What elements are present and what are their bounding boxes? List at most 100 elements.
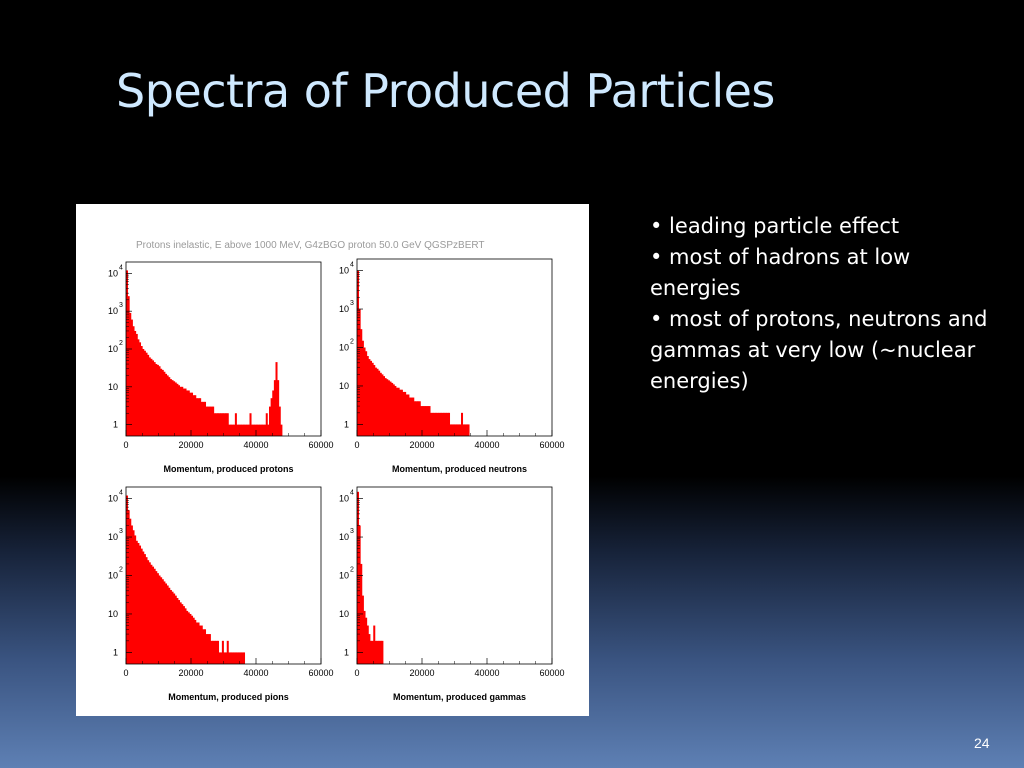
histogram-bar bbox=[252, 424, 255, 436]
y-tick-exponent: 2 bbox=[350, 339, 354, 346]
histogram-bar bbox=[241, 652, 244, 664]
x-tick-label: 0 bbox=[354, 668, 359, 678]
histogram-bar bbox=[179, 602, 182, 664]
y-tick-exponent: 3 bbox=[350, 300, 354, 307]
histogram-bar bbox=[451, 424, 454, 436]
histogram-bar bbox=[200, 625, 203, 664]
histogram-bar bbox=[208, 406, 211, 436]
histogram-bar bbox=[391, 382, 394, 436]
histogram-bar bbox=[230, 652, 233, 664]
histogram-bar bbox=[257, 424, 260, 436]
histogram-bar bbox=[223, 413, 226, 436]
histogram-bar bbox=[262, 424, 265, 436]
x-tick-label: 60000 bbox=[308, 668, 333, 678]
histogram-bar bbox=[436, 412, 439, 436]
histogram-bar bbox=[366, 356, 369, 436]
histogram-bar bbox=[135, 540, 138, 664]
histogram-bar bbox=[217, 413, 220, 436]
histogram-bar bbox=[228, 652, 231, 664]
histogram-bar bbox=[226, 413, 229, 436]
histogram-bar bbox=[433, 412, 436, 436]
x-tick-label: 40000 bbox=[243, 668, 268, 678]
histogram-bar bbox=[247, 424, 250, 436]
histogram-bar bbox=[166, 585, 169, 664]
y-tick-label: 10 bbox=[108, 571, 118, 581]
histogram-bar bbox=[425, 406, 428, 436]
histogram-bar bbox=[233, 424, 236, 436]
histogram-bar bbox=[404, 391, 407, 436]
histogram-bar bbox=[446, 412, 449, 436]
histogram-bar bbox=[444, 412, 447, 436]
histogram-bar bbox=[370, 360, 373, 436]
histogram-bar bbox=[137, 543, 140, 664]
y-tick-label: 10 bbox=[339, 381, 349, 391]
histogram-bar bbox=[213, 640, 216, 664]
histogram-bar bbox=[218, 652, 221, 664]
histogram-bar bbox=[384, 378, 387, 436]
x-tick-label: 20000 bbox=[409, 440, 434, 450]
histogram-bar bbox=[129, 312, 132, 436]
histogram-bar bbox=[361, 340, 364, 436]
histogram-bar bbox=[278, 406, 281, 436]
histogram-bar bbox=[234, 413, 237, 436]
page-number: 24 bbox=[974, 735, 990, 751]
histogram-bar bbox=[363, 347, 366, 436]
histogram-bar bbox=[264, 424, 267, 436]
histogram-bar bbox=[208, 634, 211, 664]
histogram-bar bbox=[386, 379, 389, 436]
histogram-bar bbox=[205, 406, 208, 436]
histogram-bar bbox=[213, 413, 216, 436]
histogram-bar bbox=[426, 406, 429, 436]
histogram-bar bbox=[207, 634, 210, 664]
histogram-bar bbox=[215, 640, 218, 664]
histogram-bar bbox=[452, 424, 455, 436]
histogram-bar bbox=[378, 640, 381, 664]
histogram-bar bbox=[275, 362, 278, 436]
histogram-bar bbox=[145, 352, 148, 436]
histogram-bar bbox=[376, 640, 379, 664]
histogram-bar bbox=[140, 346, 143, 436]
histogram-bar bbox=[357, 491, 360, 664]
histogram-bar bbox=[173, 593, 176, 664]
histogram-bar bbox=[409, 397, 412, 436]
histogram-bar bbox=[126, 495, 129, 664]
y-tick-exponent: 2 bbox=[350, 567, 354, 574]
plot-frame bbox=[356, 486, 553, 665]
histogram-bar bbox=[467, 424, 470, 436]
histogram-bar bbox=[402, 391, 405, 436]
histogram-bar bbox=[187, 612, 190, 664]
histogram-bar bbox=[454, 424, 457, 436]
histogram-bar bbox=[363, 610, 366, 664]
histogram-bar bbox=[192, 395, 195, 436]
histogram-bar bbox=[221, 413, 224, 436]
bullet-item: • most of protons, neutrons and gammas a… bbox=[650, 307, 988, 393]
histogram-bar bbox=[221, 640, 224, 664]
histogram-bar bbox=[394, 385, 397, 436]
histogram-bar bbox=[152, 566, 155, 664]
histogram-bar bbox=[161, 579, 164, 664]
histogram-bar bbox=[397, 387, 400, 436]
histogram-bar bbox=[165, 373, 168, 436]
x-tick-label: 0 bbox=[123, 668, 128, 678]
histogram-bar bbox=[156, 573, 159, 664]
histogram-bar bbox=[238, 652, 241, 664]
histogram-bar bbox=[132, 530, 135, 664]
histogram-bar bbox=[277, 380, 280, 436]
histogram-bar bbox=[145, 557, 148, 664]
histogram-bar bbox=[132, 326, 135, 436]
histogram-bar bbox=[423, 406, 426, 436]
histogram-bar bbox=[148, 562, 151, 664]
histogram-bar bbox=[191, 615, 194, 664]
histogram-bar bbox=[405, 394, 408, 436]
x-tick-label: 0 bbox=[354, 440, 359, 450]
histogram-bar bbox=[174, 382, 177, 436]
histogram-bar bbox=[270, 398, 273, 436]
bullet-item: • leading particle effect bbox=[650, 214, 900, 238]
histogram-bar bbox=[204, 401, 207, 436]
y-tick-exponent: 3 bbox=[119, 528, 123, 535]
histogram-bar bbox=[396, 387, 399, 436]
histogram-bar bbox=[438, 412, 441, 436]
histogram-bar bbox=[210, 406, 213, 436]
